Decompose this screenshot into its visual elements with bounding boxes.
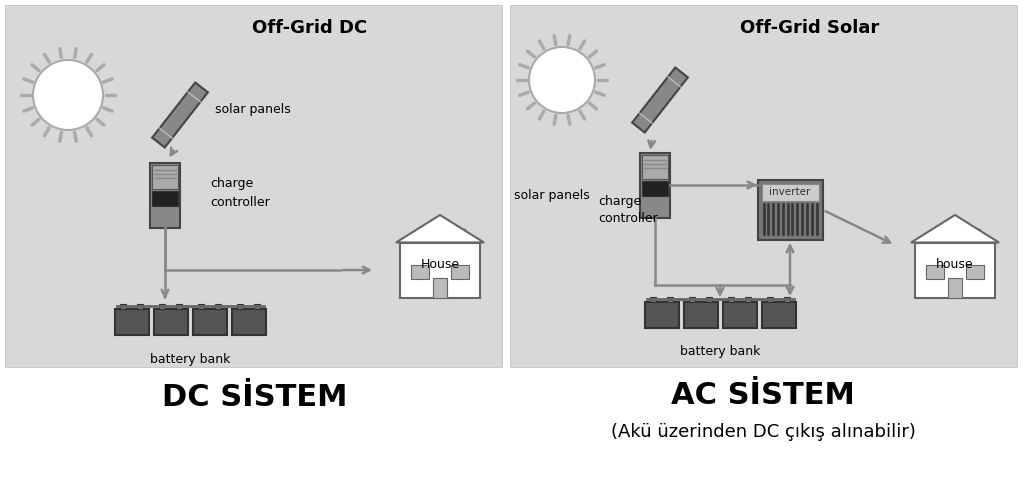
- Text: charge
controller: charge controller: [598, 195, 657, 226]
- Bar: [767, 297, 773, 302]
- Bar: [758, 180, 822, 240]
- Bar: [115, 309, 148, 335]
- Bar: [5, 5, 502, 367]
- Text: battery bank: battery bank: [150, 353, 230, 366]
- Bar: [152, 164, 178, 189]
- Bar: [683, 302, 718, 328]
- Text: DC SİSTEM: DC SİSTEM: [162, 384, 348, 413]
- Bar: [193, 309, 226, 335]
- Bar: [159, 304, 165, 309]
- Bar: [215, 304, 221, 309]
- Bar: [642, 181, 668, 196]
- Bar: [972, 229, 980, 241]
- Bar: [152, 191, 178, 205]
- Bar: [254, 304, 260, 309]
- Bar: [784, 297, 790, 302]
- Text: House: House: [421, 258, 460, 271]
- Text: (Akü üzerinden DC çıkış alınabilir): (Akü üzerinden DC çıkış alınabilir): [610, 423, 915, 441]
- Bar: [915, 242, 995, 297]
- Bar: [723, 302, 757, 328]
- Bar: [154, 309, 187, 335]
- Bar: [640, 152, 670, 217]
- Bar: [762, 184, 818, 201]
- Bar: [689, 297, 695, 302]
- Bar: [137, 304, 143, 309]
- Bar: [120, 304, 126, 309]
- Text: battery bank: battery bank: [680, 346, 760, 359]
- Bar: [451, 265, 469, 279]
- Text: Off-Grid Solar: Off-Grid Solar: [740, 19, 880, 37]
- Bar: [667, 297, 673, 302]
- Bar: [237, 304, 243, 309]
- Bar: [457, 229, 465, 241]
- Circle shape: [33, 60, 103, 130]
- Polygon shape: [153, 82, 208, 147]
- Circle shape: [529, 47, 595, 113]
- Text: Off-Grid DC: Off-Grid DC: [252, 19, 368, 37]
- Bar: [176, 304, 182, 309]
- Bar: [198, 304, 204, 309]
- Bar: [642, 155, 668, 179]
- Bar: [650, 297, 656, 302]
- Text: solar panels: solar panels: [215, 104, 291, 117]
- Polygon shape: [396, 215, 484, 242]
- Bar: [728, 297, 734, 302]
- Bar: [706, 297, 712, 302]
- Bar: [644, 302, 679, 328]
- Bar: [433, 278, 447, 297]
- Bar: [926, 265, 944, 279]
- Bar: [510, 5, 1017, 367]
- Text: charge
controller: charge controller: [210, 177, 269, 209]
- Polygon shape: [911, 215, 999, 242]
- Bar: [231, 309, 265, 335]
- Bar: [745, 297, 751, 302]
- Text: inverter: inverter: [769, 187, 811, 198]
- Text: house: house: [936, 258, 974, 271]
- Bar: [400, 242, 480, 297]
- Bar: [150, 162, 180, 228]
- Bar: [966, 265, 984, 279]
- Polygon shape: [632, 67, 688, 133]
- Bar: [762, 302, 796, 328]
- Bar: [411, 265, 429, 279]
- Text: AC SİSTEM: AC SİSTEM: [671, 380, 855, 410]
- Bar: [948, 278, 962, 297]
- Text: solar panels: solar panels: [514, 188, 590, 201]
